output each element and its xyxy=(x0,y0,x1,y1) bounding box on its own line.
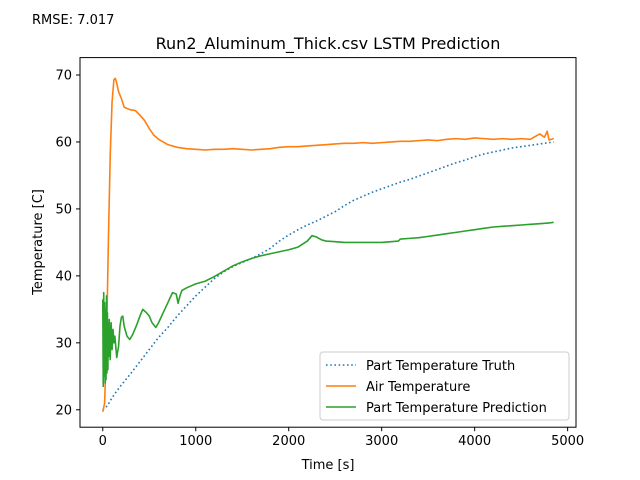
x-tick-label: 5000 xyxy=(551,434,584,449)
y-tick-label: 40 xyxy=(55,269,72,284)
x-tick-label: 3000 xyxy=(365,434,398,449)
series-line-air-temperature xyxy=(101,77,554,412)
axes-frame xyxy=(79,57,577,428)
legend-box xyxy=(319,351,570,421)
y-tick-label: 30 xyxy=(55,336,72,351)
legend-label-prediction: Part Temperature Prediction xyxy=(366,401,547,416)
x-axis-label: Time [s] xyxy=(301,458,355,473)
y-tick-label: 20 xyxy=(55,403,72,418)
y-axis: 20 30 40 50 60 70 xyxy=(55,69,80,418)
x-tick-label: 0 xyxy=(99,434,107,449)
series-line-part-temperature-truth xyxy=(102,141,554,411)
chart-title: Run2_Aluminum_Thick.csv LSTM Prediction xyxy=(156,34,501,54)
legend-label-truth: Part Temperature Truth xyxy=(366,359,515,374)
y-axis-label: Temperature [C] xyxy=(31,189,46,296)
legend: Part Temperature Truth Air Temperature P… xyxy=(319,351,570,421)
x-tick-label: 4000 xyxy=(458,434,491,449)
rmse-annotation: RMSE: 7.017 xyxy=(32,13,114,28)
y-tick-label: 60 xyxy=(55,135,72,150)
y-tick-label: 50 xyxy=(55,202,72,217)
x-tick-label: 2000 xyxy=(272,434,305,449)
series-line-part-temperature-prediction xyxy=(101,221,554,388)
y-tick-label: 70 xyxy=(55,69,72,84)
x-tick-label: 1000 xyxy=(179,434,212,449)
legend-label-air: Air Temperature xyxy=(366,380,470,395)
series-layer xyxy=(101,77,554,412)
x-axis: 0 1000 2000 3000 4000 5000 xyxy=(99,427,584,449)
